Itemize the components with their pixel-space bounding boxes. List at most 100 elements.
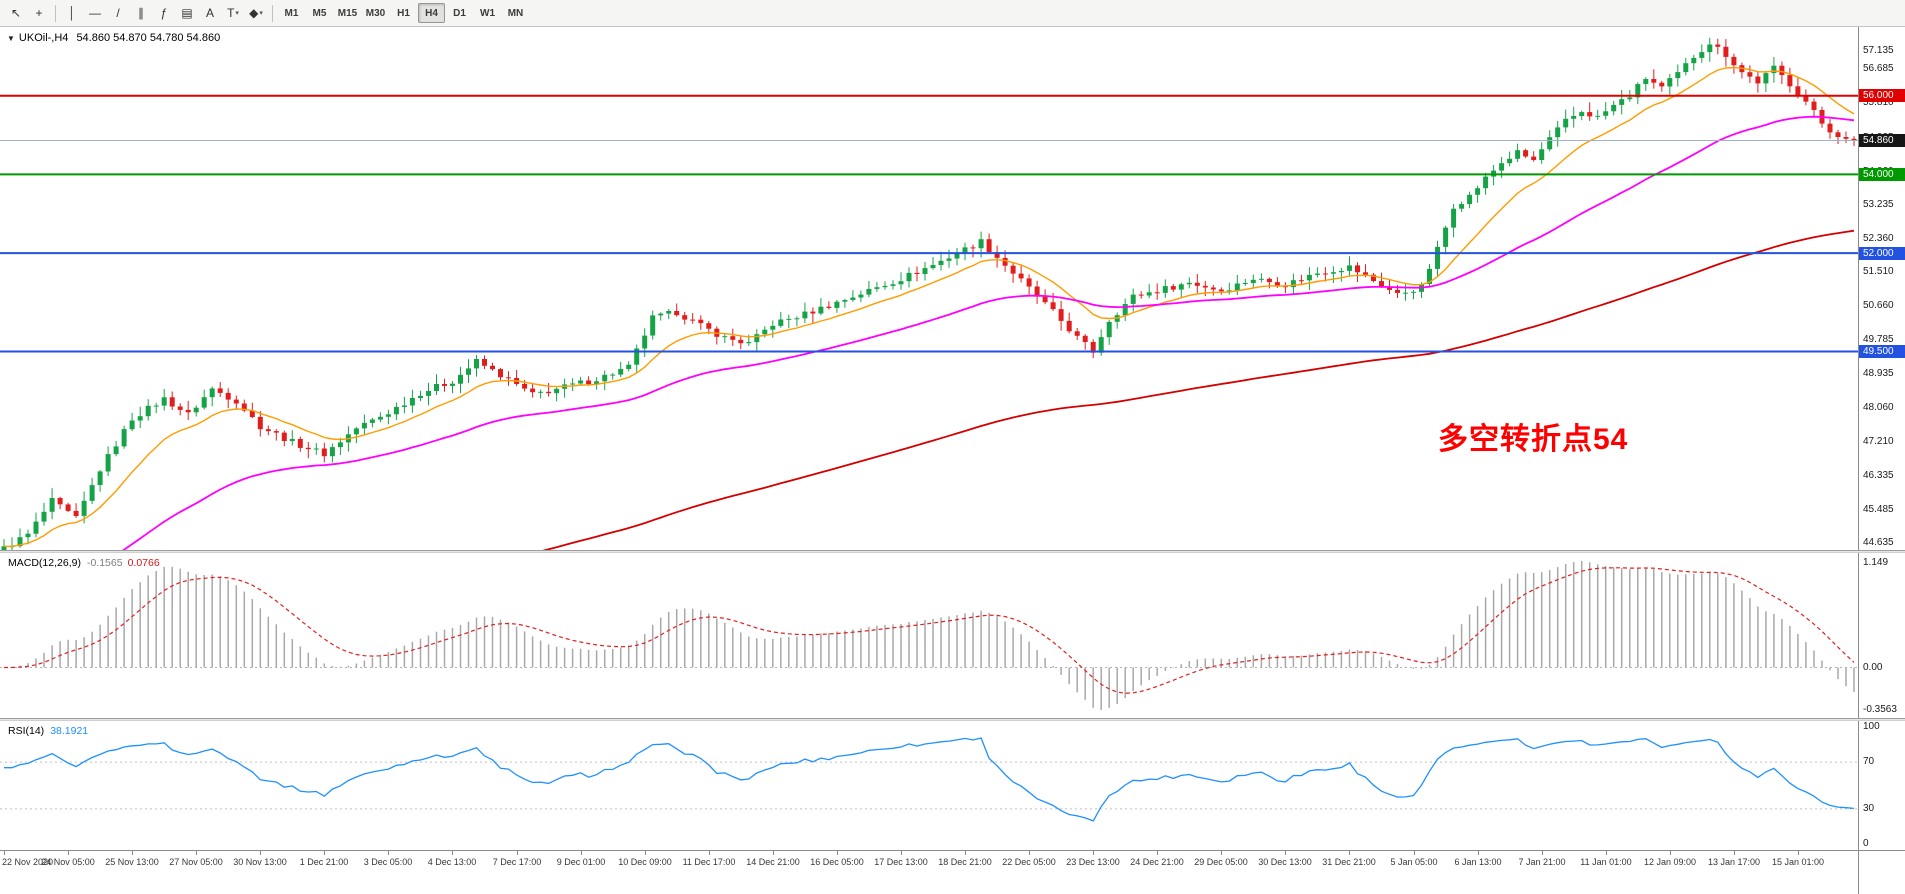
- time-label: 24 Dec 21:00: [1130, 857, 1184, 867]
- timeframe-mn-button[interactable]: MN: [507, 7, 524, 19]
- time-label: 25 Nov 13:00: [105, 857, 159, 867]
- time-tick: [517, 851, 518, 855]
- crosshair-button[interactable]: +: [28, 3, 50, 24]
- time-tick: [1349, 851, 1350, 855]
- time-label: 7 Jan 21:00: [1518, 857, 1566, 867]
- price-tick-label: 55.810: [1863, 97, 1894, 108]
- time-label: 3 Dec 05:00: [363, 857, 413, 867]
- macd-scale-label: -0.3563: [1863, 704, 1897, 715]
- time-tick: [132, 851, 133, 855]
- rsi-scale-label: 0: [1863, 838, 1869, 849]
- symbol-dropdown-icon: ▼: [7, 34, 15, 43]
- time-label: 30 Dec 13:00: [1258, 857, 1312, 867]
- text-annotation-button[interactable]: T ▾: [222, 3, 244, 24]
- timeframe-m15-button[interactable]: M15: [337, 7, 358, 19]
- shapes-icon: ◆: [249, 6, 259, 20]
- fibonacci-retracement-button[interactable]: ƒ: [153, 3, 175, 24]
- time-tick: [1798, 851, 1799, 855]
- timeframe-h4-button[interactable]: H4: [418, 3, 445, 23]
- price-tick-label: 48.060: [1863, 402, 1894, 413]
- price-tick-label: 53.235: [1863, 199, 1894, 210]
- horizontal-line-icon: —: [89, 6, 101, 20]
- time-tick: [1670, 851, 1671, 855]
- panel-splitter[interactable]: [0, 718, 1905, 721]
- timeframe-w1-button[interactable]: W1: [480, 7, 495, 19]
- timeframe-m1-button[interactable]: M1: [284, 7, 299, 19]
- horizontal-line-button[interactable]: —: [84, 3, 106, 24]
- macd-signal-value: 0.0766: [127, 557, 160, 569]
- timeframe-m5-button[interactable]: M5: [312, 7, 327, 19]
- fibonacci-retracement-icon: ƒ: [160, 6, 168, 20]
- timeframe-d1-button[interactable]: D1: [453, 7, 466, 19]
- time-tick: [196, 851, 197, 855]
- time-label: 9 Dec 01:00: [556, 857, 606, 867]
- chart-annotation[interactable]: 多空转折点54: [1438, 423, 1629, 456]
- text-annotation-icon: T: [227, 6, 235, 20]
- macd-scale-label: 1.149: [1863, 557, 1889, 568]
- time-tick: [709, 851, 710, 855]
- time-tick: [965, 851, 966, 855]
- time-tick: [324, 851, 325, 855]
- equidistant-channel-button[interactable]: ∥: [130, 3, 152, 24]
- time-tick: [1414, 851, 1415, 855]
- ohlc-values: 54.860 54.870 54.780 54.860: [76, 32, 221, 44]
- time-label: 12 Jan 09:00: [1643, 857, 1697, 867]
- toolbar-divider: [55, 4, 56, 22]
- timeframe-h1-button[interactable]: H1: [397, 7, 410, 19]
- time-tick: [837, 851, 838, 855]
- time-tick: [68, 851, 69, 855]
- chevron-down-icon: ▾: [259, 10, 263, 17]
- time-tick: [901, 851, 902, 855]
- time-label: 23 Dec 13:00: [1066, 857, 1120, 867]
- time-label: 4 Dec 13:00: [427, 857, 477, 867]
- time-tick: [581, 851, 582, 855]
- time-tick: [388, 851, 389, 855]
- price-tick-label: 47.210: [1863, 436, 1894, 447]
- time-tick: [1093, 851, 1094, 855]
- symbol-title: ▼ UKOil-,H4 54.860 54.870 54.780 54.860: [7, 32, 220, 44]
- price-tick-label: 48.935: [1863, 368, 1894, 379]
- symbol-name: UKOil-,H4: [18, 32, 69, 44]
- time-tick: [1606, 851, 1607, 855]
- cursor-button[interactable]: ↖: [5, 3, 27, 24]
- price-tick-label: 52.360: [1863, 233, 1894, 244]
- time-tick: [1221, 851, 1222, 855]
- rsi-label: RSI(14) 38.1921: [8, 725, 88, 737]
- time-axis-border: [0, 850, 1905, 851]
- time-label: 10 Dec 09:00: [618, 857, 672, 867]
- time-tick: [1734, 851, 1735, 855]
- time-tick: [645, 851, 646, 855]
- macd-main-value: -0.1565: [86, 557, 123, 569]
- text-label-button[interactable]: A: [199, 3, 221, 24]
- vertical-line-button[interactable]: │: [61, 3, 83, 24]
- rsi-scale-label: 30: [1863, 803, 1875, 814]
- price-tick-label: 50.660: [1863, 300, 1894, 311]
- price-tick-label: 45.485: [1863, 504, 1894, 515]
- time-label: 18 Dec 21:00: [938, 857, 992, 867]
- trendline-button[interactable]: /: [107, 3, 129, 24]
- time-label: 31 Dec 21:00: [1322, 857, 1376, 867]
- grid-lines-button[interactable]: ▤: [176, 3, 198, 24]
- price-scale-border: [1858, 27, 1859, 894]
- timeframe-m30-button[interactable]: M30: [365, 7, 386, 19]
- equidistant-channel-icon: ∥: [138, 6, 144, 20]
- time-label: 15 Jan 01:00: [1771, 857, 1825, 867]
- macd-label: MACD(12,26,9) -0.1565 0.0766: [8, 557, 160, 569]
- price-tick-label: 51.510: [1863, 266, 1894, 277]
- shapes-button[interactable]: ◆ ▾: [245, 3, 267, 24]
- vertical-line-icon: │: [68, 6, 76, 20]
- time-label: 22 Dec 05:00: [1002, 857, 1056, 867]
- price-tick-label: 57.135: [1863, 45, 1894, 56]
- time-label: 1 Dec 21:00: [299, 857, 349, 867]
- time-label: 30 Nov 13:00: [233, 857, 287, 867]
- rsi-scale-label: 70: [1863, 756, 1875, 767]
- time-label: 14 Dec 21:00: [746, 857, 800, 867]
- time-tick: [4, 851, 5, 855]
- price-tick-label: 44.635: [1863, 537, 1894, 548]
- crosshair-icon: +: [35, 6, 43, 20]
- panel-splitter[interactable]: [0, 550, 1905, 553]
- grid-lines-icon: ▤: [181, 6, 193, 20]
- level-price-badge: 52.000: [1859, 247, 1905, 260]
- rsi-name: RSI(14): [8, 725, 45, 737]
